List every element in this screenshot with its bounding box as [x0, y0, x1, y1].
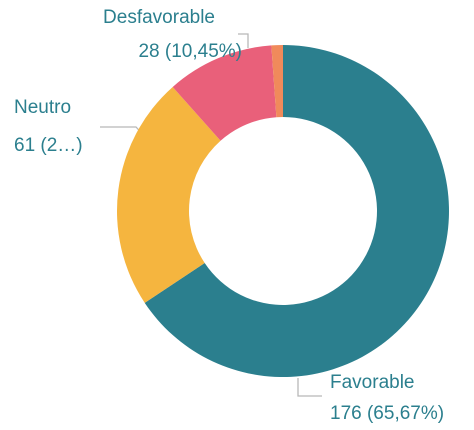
slice-value-label: 61 (2…) [14, 135, 83, 156]
slice-label: Desfavorable [103, 7, 215, 28]
donut-slice [172, 45, 277, 141]
slice-value-label: 28 (10,45%) [138, 41, 242, 62]
leader-line [238, 33, 249, 48]
donut-slice [271, 45, 283, 118]
slice-label: Favorable [330, 372, 415, 393]
donut-slice [144, 45, 449, 377]
slice-value-label: 176 (65,67%) [330, 403, 444, 424]
slice-label: Neutro [14, 97, 71, 118]
donut-slice [116, 86, 221, 303]
leader-line [297, 378, 322, 397]
